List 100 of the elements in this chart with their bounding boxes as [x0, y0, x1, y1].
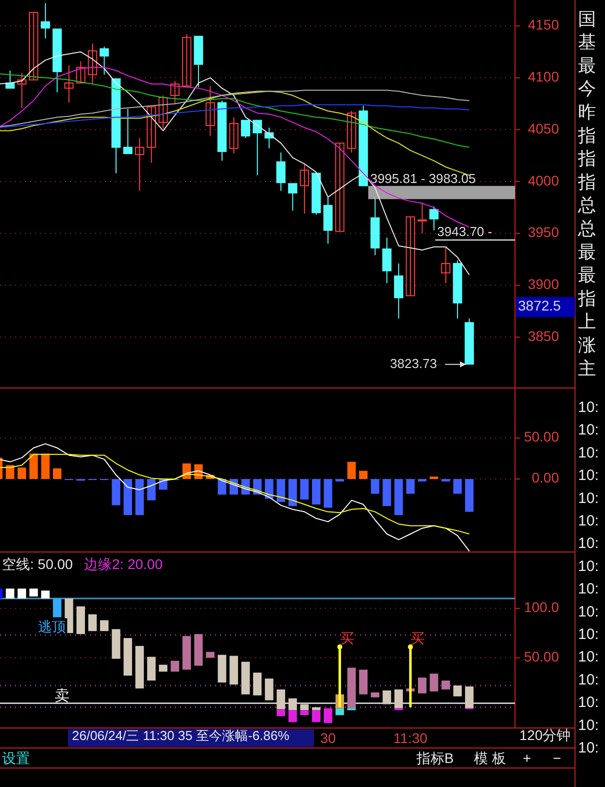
bar: [230, 656, 238, 684]
text: 10:: [578, 603, 599, 620]
text: 主: [578, 358, 596, 378]
bar: [382, 690, 392, 704]
candlestick: [88, 43, 98, 85]
bar: [300, 710, 309, 716]
bar: [264, 678, 274, 700]
text: 10:: [578, 398, 599, 416]
bar: [253, 672, 262, 696]
y-tick-label: 50.00: [524, 428, 560, 445]
text: 10:: [578, 535, 599, 552]
bar: [241, 662, 250, 694]
bar: [406, 479, 415, 494]
text: 基: [578, 32, 596, 52]
text: 总: [577, 195, 596, 216]
text: 指: [577, 288, 596, 308]
y-tick-label: 0.00: [532, 470, 560, 486]
text: 上: [578, 312, 596, 332]
bar: [288, 710, 297, 722]
annotation: 26/06/24/三 11:30 35 至今涨幅-6.86%: [72, 728, 290, 743]
candlestick: [100, 46, 109, 76]
candlestick: [300, 163, 310, 214]
bar: [29, 454, 38, 480]
y-tick-label: 100.0: [524, 599, 560, 616]
candlestick: [394, 263, 404, 319]
bar: [324, 708, 332, 724]
bar: [370, 692, 380, 698]
text: 涨: [578, 334, 596, 355]
x-tick-label: 30: [320, 730, 336, 746]
candlestick: [146, 106, 156, 164]
candlestick: [229, 116, 238, 154]
ref-line-label: 3943.70 -: [437, 224, 492, 239]
bar: [288, 698, 297, 710]
bar: [52, 598, 62, 618]
text: +: [522, 750, 532, 766]
bar: [29, 588, 38, 596]
text: 指: [577, 148, 596, 169]
text: 10:: [578, 739, 599, 756]
chart-subtitle: 边缘2: 20.00: [84, 556, 163, 572]
bar: [182, 636, 191, 670]
bar: [206, 652, 214, 658]
bar: [218, 654, 226, 683]
candlestick: [418, 202, 427, 234]
candlestick: [64, 64, 74, 104]
text: 总: [577, 218, 596, 238]
candlestick: [17, 72, 26, 108]
bar: [300, 704, 309, 710]
candlestick: [346, 110, 356, 154]
text: 3872.5: [518, 298, 562, 314]
bar: [276, 689, 286, 710]
annotation: 3823.73: [390, 356, 437, 371]
bar: [453, 685, 462, 696]
text: 10:: [578, 716, 599, 734]
candlestick: [288, 183, 298, 212]
candlestick: [240, 120, 250, 138]
candlestick: [206, 86, 215, 136]
y-tick-label: 3850: [528, 328, 560, 344]
candlestick: [406, 216, 416, 296]
bar: [100, 620, 109, 632]
bar: [465, 479, 474, 512]
bar: [312, 479, 320, 504]
candlestick: [441, 246, 450, 284]
candlestick: [158, 94, 168, 130]
text: 设置: [2, 750, 30, 766]
text: 10:: [578, 444, 599, 462]
bar: [336, 708, 344, 716]
bar: [88, 614, 97, 632]
candlestick: [123, 108, 132, 154]
text: 最: [578, 55, 596, 76]
text: 10:: [578, 467, 599, 484]
y-tick-label: 4050: [528, 120, 560, 136]
y-tick-label: 50.00: [524, 648, 560, 664]
chart-title: 空线: 50.00: [2, 556, 74, 572]
text: 模 板: [474, 750, 506, 766]
bar: [382, 479, 392, 506]
text: 指标B: [415, 750, 454, 766]
candlestick: [382, 237, 392, 284]
text: 国: [578, 8, 596, 29]
candlestick: [29, 12, 38, 80]
x-tick-label: 11:30: [393, 730, 428, 746]
bar: [6, 465, 14, 480]
text: 最: [578, 242, 596, 262]
bar: [52, 468, 62, 480]
bar: [41, 590, 50, 598]
y-tick-label: 4150: [528, 16, 560, 33]
text: 10:: [578, 580, 599, 598]
text: 指: [577, 172, 596, 192]
bar: [394, 479, 403, 516]
bar: [194, 634, 203, 666]
bar: [442, 680, 450, 690]
bar: [347, 668, 356, 708]
bar: [288, 479, 297, 506]
bar: [430, 674, 438, 692]
text: 10:: [578, 648, 599, 666]
text: 10:: [578, 558, 599, 575]
text: 最: [578, 265, 596, 286]
bar: [124, 479, 132, 516]
candlestick: [335, 142, 344, 232]
bar: [112, 629, 120, 659]
candlestick: [276, 152, 286, 192]
